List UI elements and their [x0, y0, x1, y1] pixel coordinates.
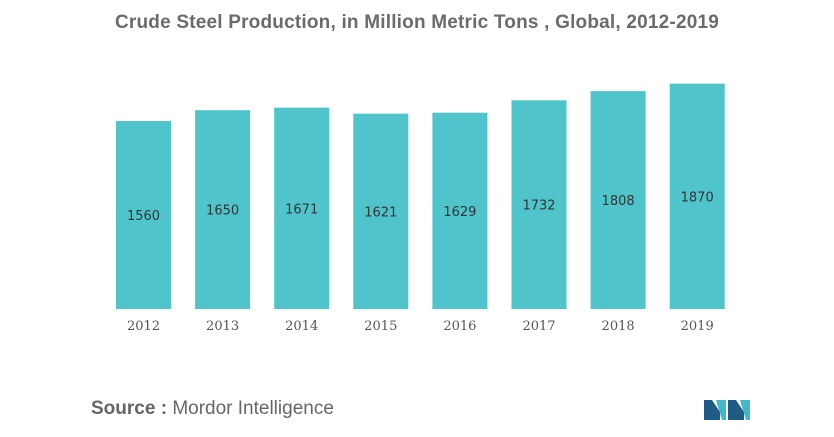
mordor-intelligence-logo-icon — [704, 400, 750, 420]
x-tick-label: 2012 — [127, 319, 160, 334]
bar-value-label: 1671 — [285, 202, 318, 217]
bar-2013 — [195, 110, 251, 309]
bar-2019 — [669, 83, 725, 309]
bar-value-label: 1870 — [681, 190, 714, 205]
bar-2016 — [432, 112, 488, 309]
bar-value-label: 1629 — [443, 205, 476, 220]
x-tick-label: 2013 — [206, 319, 239, 334]
x-tick-label: 2017 — [522, 319, 555, 334]
source-label: Source : — [91, 398, 168, 419]
bar-value-label: 1560 — [127, 209, 160, 224]
x-tick-label: 2019 — [681, 319, 714, 334]
chart-title: Crude Steel Production, in Million Metri… — [114, 12, 720, 33]
bar-2015 — [353, 113, 409, 310]
bar-value-label: 1808 — [602, 194, 635, 209]
x-tick-label: 2015 — [364, 319, 397, 334]
bar-value-label: 1650 — [206, 204, 239, 219]
bar-2014 — [274, 107, 330, 309]
bar-value-label: 1621 — [364, 205, 397, 220]
bar-2018 — [590, 91, 646, 309]
bar-value-label: 1732 — [522, 199, 555, 214]
source-note: Source : Mordor Intelligence — [91, 398, 334, 420]
bar-2012 — [116, 121, 171, 310]
x-tick-label: 2016 — [443, 319, 476, 334]
source-value: Mordor Intelligence — [172, 398, 334, 419]
x-tick-label: 2018 — [602, 319, 635, 334]
bar-2017 — [511, 100, 567, 309]
x-tick-label: 2014 — [285, 319, 318, 334]
